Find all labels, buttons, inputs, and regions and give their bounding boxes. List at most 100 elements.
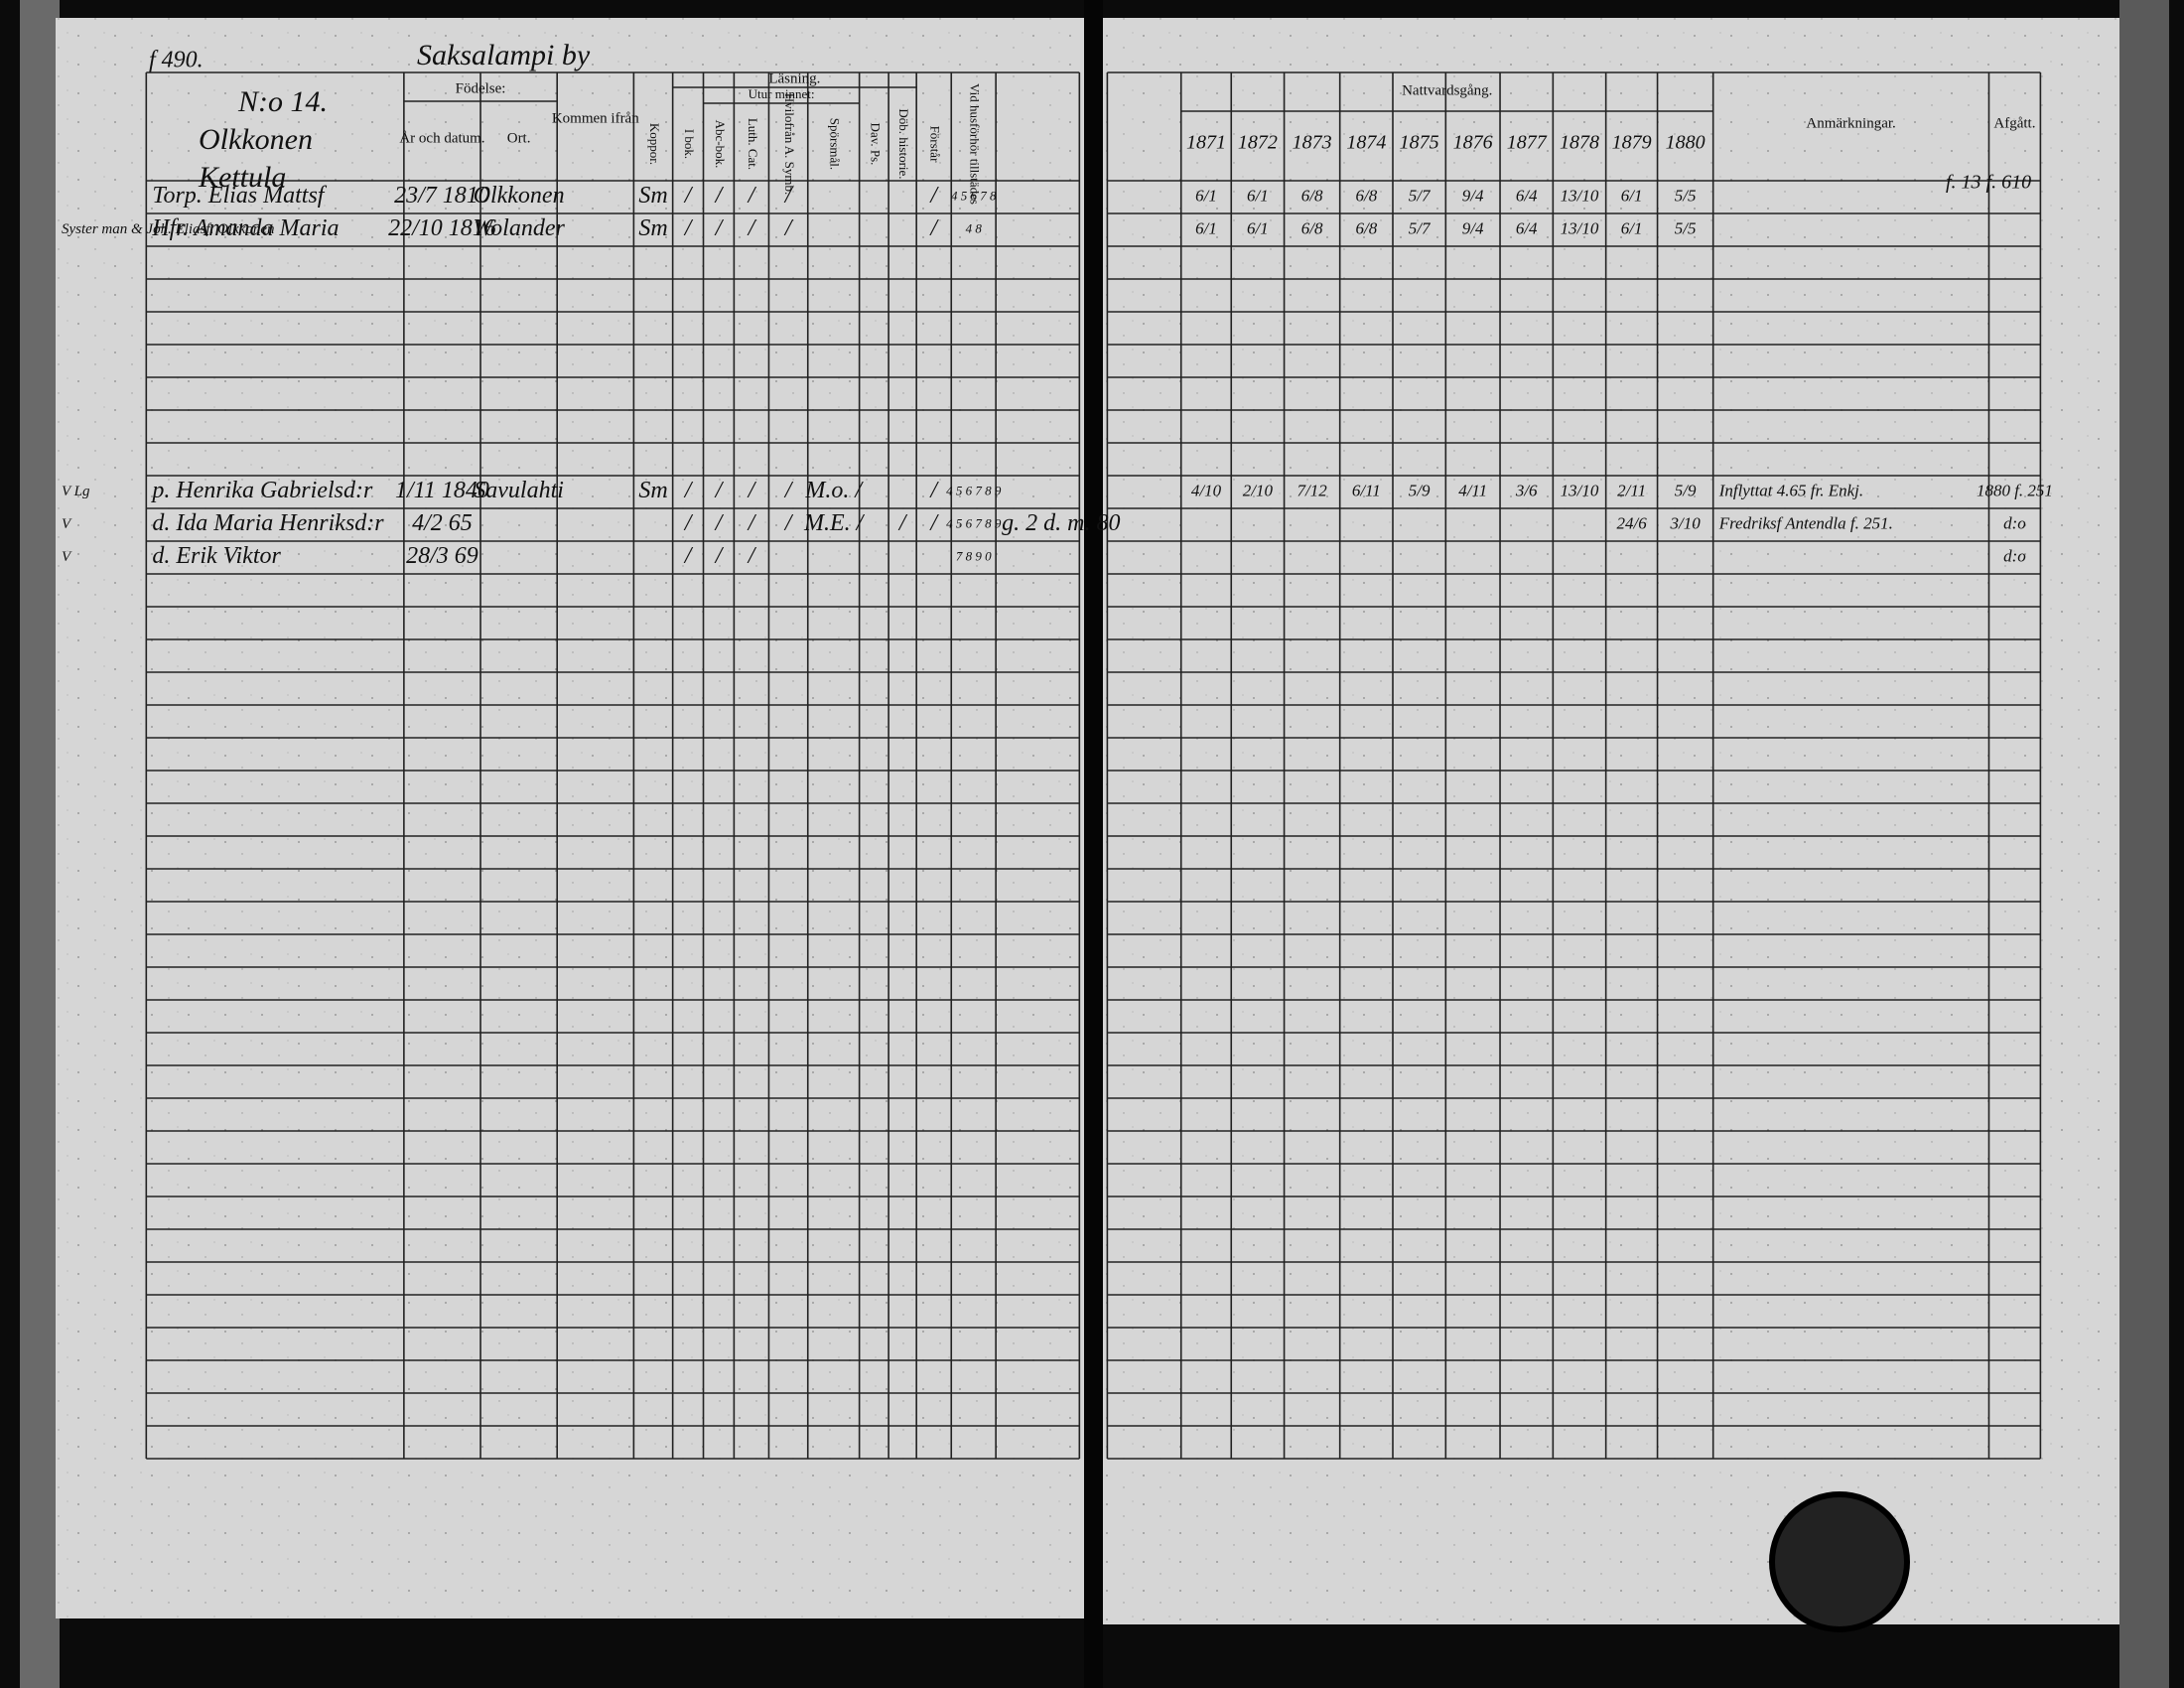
cell: g. 2 d. m. 80 (1002, 510, 1120, 536)
header: Anmärkningar. (1806, 115, 1895, 131)
communion-cell: 4/11 (1458, 481, 1487, 499)
cell: Torp. Elias Mattsf (152, 183, 327, 209)
cell: / (683, 183, 694, 209)
cell: / (683, 510, 694, 536)
cell: Sm (638, 215, 667, 241)
communion-cell: 5/9 (1675, 481, 1697, 499)
cell: 4 5 6 7 8 9 (946, 515, 1002, 530)
cell: Wolander (473, 215, 565, 241)
header: Luth. Cat. (746, 118, 760, 170)
communion-cell: 3/6 (1515, 481, 1538, 499)
communion-cell: 2/10 (1243, 481, 1274, 499)
cell: d. Erik Viktor (152, 543, 281, 569)
communion-cell: 9/4 (1462, 218, 1484, 237)
cell: / (714, 478, 725, 503)
communion-cell: 5/7 (1409, 218, 1432, 237)
header: År och datum. (399, 130, 484, 146)
household-line: Kettula (198, 161, 286, 194)
cell: / (928, 510, 939, 536)
header: Läsning. (768, 70, 820, 86)
cell: / (747, 215, 757, 241)
header: Förstår (928, 126, 943, 164)
cell: Olkkonen (474, 183, 565, 209)
communion-cell: 6/1 (1247, 218, 1269, 237)
year-header: 1871 (1186, 132, 1226, 154)
header: Koppor. (647, 123, 662, 165)
margin-note: V (62, 549, 72, 565)
cell: / (714, 543, 725, 569)
header: Spörsmål. (828, 118, 843, 170)
header: Döb. historie. (896, 108, 911, 179)
communion-cell: 13/10 (1561, 218, 1599, 237)
cell: d. Ida Maria Henriksd:r (152, 510, 384, 536)
communion-cell: 6/11 (1352, 481, 1381, 499)
cell: / (783, 215, 794, 241)
cell: / (928, 215, 939, 241)
year-header: 1872 (1238, 132, 1278, 154)
cell: / (747, 510, 757, 536)
left-on: 1880 f. 251 (1977, 481, 2053, 499)
header: Nattvardsgång. (1402, 82, 1492, 98)
book-edge (20, 0, 60, 1688)
communion-cell: 5/5 (1675, 218, 1697, 237)
header: Födelse: (456, 80, 506, 96)
communion-cell: 6/8 (1301, 218, 1323, 237)
cell: 4 5 6 7 8 (951, 188, 997, 203)
cell: M.o. / (804, 478, 864, 503)
year-header: 1879 (1612, 132, 1652, 154)
cell: / (683, 215, 694, 241)
communion-cell: 2/11 (1617, 481, 1646, 499)
remarks: Inflyttat 4.65 fr. Enkj. (1718, 481, 1863, 499)
cell: / (683, 478, 694, 503)
communion-cell: 6/1 (1195, 218, 1217, 237)
communion-cell: 5/5 (1675, 186, 1697, 205)
cell: M.E. / (803, 510, 866, 536)
header: Dav. Ps. (868, 123, 883, 166)
communion-cell: 13/10 (1561, 481, 1599, 499)
household-line: Olkkonen (199, 123, 313, 156)
year-header: 1873 (1293, 132, 1332, 154)
header: Vid husförhör tillstädes (968, 83, 983, 205)
year-header: 1875 (1400, 132, 1439, 154)
book-edge (2119, 0, 2169, 1688)
cell: / (683, 543, 694, 569)
cell: 7 8 9 0 (956, 548, 992, 563)
cell: / (783, 183, 794, 209)
page-reference: f 490. (149, 48, 204, 73)
header: Ort. (507, 130, 531, 146)
cell: 4 5 6 7 8 9 (946, 483, 1002, 497)
communion-cell: 4/10 (1191, 481, 1222, 499)
communion-cell: 6/1 (1247, 186, 1269, 205)
communion-cell: 5/7 (1409, 186, 1432, 205)
cell: 23/7 1810 (394, 183, 490, 209)
header: Afgått. (1993, 115, 2035, 131)
margin-note: V (62, 516, 72, 532)
year-header: 1878 (1560, 132, 1599, 154)
cell: Hfr. Amanda Maria (151, 215, 339, 241)
communion-cell: 13/10 (1561, 186, 1599, 205)
cell: p. Henrika Gabrielsd:r (150, 478, 373, 503)
header: Abc-bok. (713, 120, 728, 169)
communion-cell: 24/6 (1616, 513, 1647, 532)
communion-cell: 6/1 (1195, 186, 1217, 205)
year-header: 1877 (1507, 132, 1548, 154)
communion-cell: 6/1 (1621, 186, 1643, 205)
left-on: d:o (2003, 546, 2026, 565)
communion-cell: 7/12 (1297, 481, 1328, 499)
left-on: d:o (2003, 513, 2026, 532)
communion-cell: 6/4 (1516, 218, 1538, 237)
communion-cell: 6/8 (1355, 186, 1377, 205)
cell: / (783, 510, 794, 536)
communion-cell: 6/8 (1301, 186, 1323, 205)
year-header: 1874 (1346, 132, 1386, 154)
cell: 1/11 1840 (395, 478, 489, 503)
communion-cell: 9/4 (1462, 186, 1484, 205)
header: Kommen ifrån (552, 110, 639, 126)
cell: / (783, 478, 794, 503)
cell: / (928, 478, 939, 503)
cell: 4 8 (966, 220, 983, 235)
communion-cell: 6/8 (1355, 218, 1377, 237)
cell: / (747, 543, 757, 569)
